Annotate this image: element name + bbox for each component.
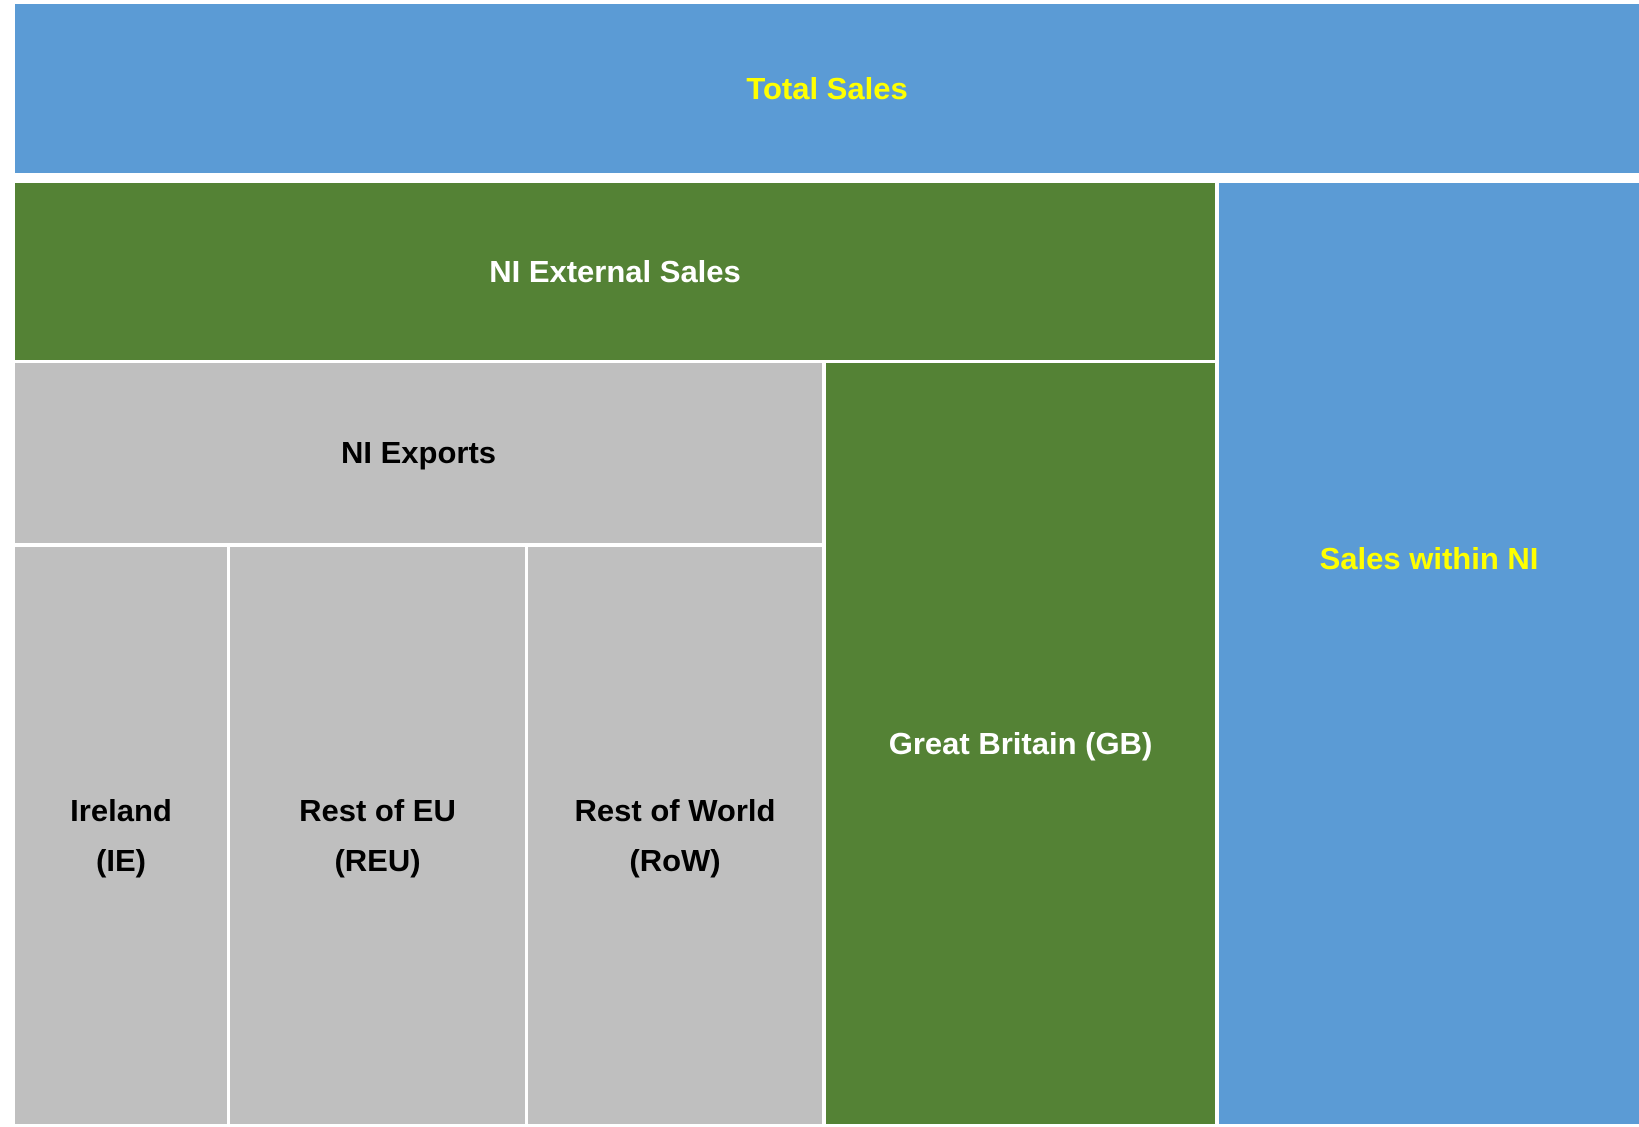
reu-box: Rest of EU (REU) [230, 547, 525, 1124]
box-label: NI External Sales [489, 253, 741, 289]
exports-box: NI Exports [15, 363, 822, 543]
row-box: Rest of World (RoW) [528, 547, 822, 1124]
box-label: NI Exports [340, 435, 497, 471]
ireland-box: Ireland (IE) [15, 547, 227, 1124]
within-ni-box: Sales within NI [1219, 183, 1639, 1124]
box-label: Sales within NI [1319, 540, 1539, 576]
external-sales-box: NI External Sales [15, 183, 1215, 360]
total-sales-box: Total Sales [15, 4, 1639, 173]
box-label: Great Britain (GB) [888, 725, 1153, 761]
box-label: Total Sales [746, 70, 908, 106]
box-label: Rest of World (RoW) [574, 792, 776, 878]
box-label: Rest of EU (REU) [299, 792, 456, 878]
box-label: Ireland (IE) [70, 792, 172, 878]
gb-box: Great Britain (GB) [826, 363, 1215, 1124]
